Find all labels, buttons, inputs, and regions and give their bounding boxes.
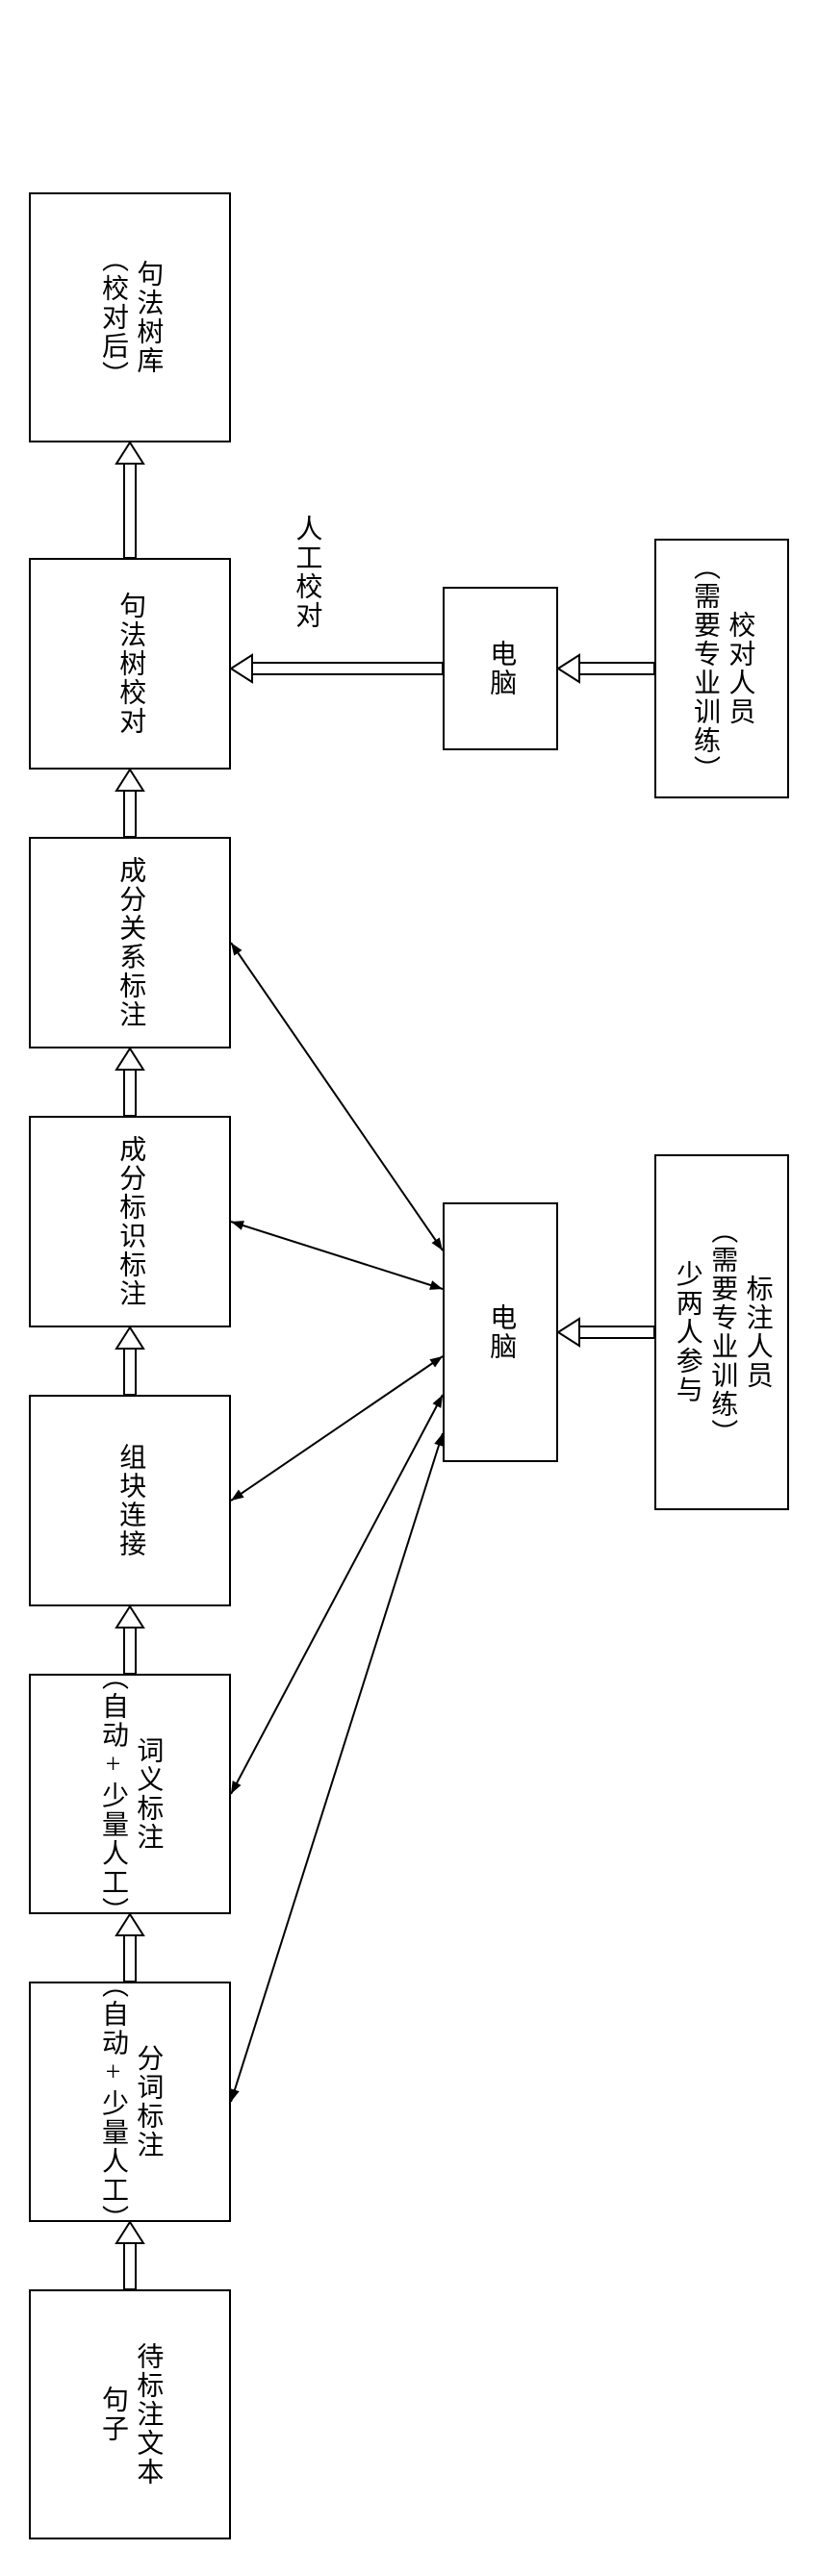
- label-manual-review: 人工校对: [289, 515, 323, 630]
- label: 待标注文本句子: [95, 2342, 166, 2487]
- label: 校对人员（需要专业训练）: [687, 553, 757, 784]
- label: 组块连接: [113, 1443, 147, 1558]
- label: 分词标注（自动+少量人工）: [95, 1971, 166, 2234]
- label: 成分标识标注: [113, 1135, 147, 1308]
- label: 句法树库（校对后）: [95, 245, 166, 390]
- node-computer-review: 电脑: [443, 587, 558, 750]
- node-chunk-link: 组块连接: [29, 1395, 231, 1606]
- label: 标注人员（需要专业训练）少两人参与: [669, 1217, 774, 1448]
- node-input-text: 待标注文本句子: [29, 2289, 231, 2539]
- node-constituent-id: 成分标识标注: [29, 1116, 231, 1327]
- node-word-segment: 分词标注（自动+少量人工）: [29, 1982, 231, 2222]
- node-annotators: 标注人员（需要专业训练）少两人参与: [654, 1154, 789, 1510]
- label: 电脑: [483, 640, 518, 697]
- label: 句法树校对: [113, 592, 147, 736]
- node-syntax-review: 句法树校对: [29, 558, 231, 770]
- node-computer-annotation: 电脑: [443, 1202, 558, 1462]
- node-proofreaders: 校对人员（需要专业训练）: [654, 539, 789, 798]
- label: 人工校对: [289, 515, 323, 630]
- label: 电脑: [483, 1303, 518, 1361]
- label: 成分关系标注: [113, 856, 147, 1029]
- label: 词义标注（自动+少量人工）: [95, 1663, 166, 1926]
- node-constituent-rel: 成分关系标注: [29, 837, 231, 1048]
- node-word-sense: 词义标注（自动+少量人工）: [29, 1674, 231, 1914]
- node-treebank: 句法树库（校对后）: [29, 192, 231, 442]
